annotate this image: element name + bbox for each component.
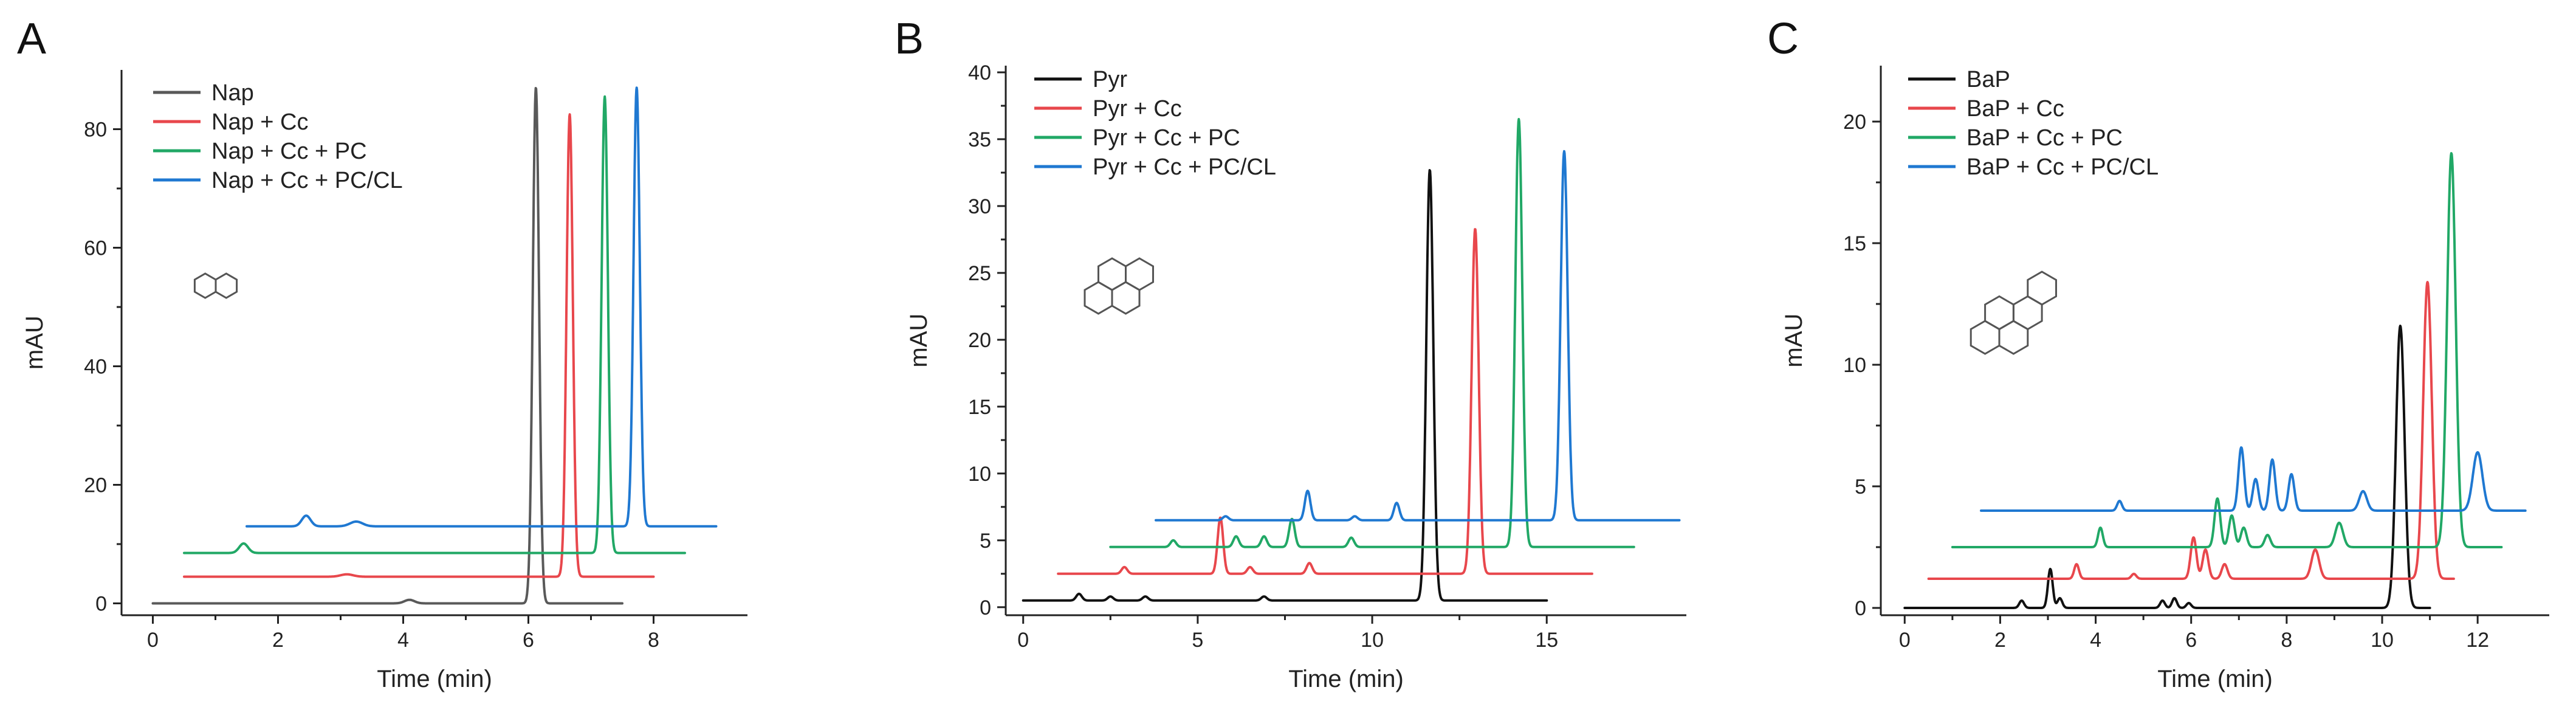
structure-benzoapyrene-icon: [1970, 271, 2057, 355]
y-tick-label: 40: [84, 356, 107, 379]
series-line-4: [1155, 150, 1681, 522]
structure-naphthalene-icon: [193, 272, 238, 299]
y-tick-label: 15: [968, 396, 991, 419]
y-tick-label: 20: [84, 474, 107, 497]
series-line-4: [1980, 446, 2527, 512]
series-line-1: [1903, 325, 2431, 609]
legend-label: BaP + Cc + PC: [1966, 125, 2123, 151]
series-line-2: [183, 113, 655, 578]
x-tick-label: 4: [397, 629, 409, 652]
x-tick-label: 2: [272, 629, 284, 652]
x-tick-label: 6: [2185, 629, 2197, 652]
legend-label: BaP + Cc: [1966, 96, 2064, 122]
x-axis-label: Time (min): [1288, 666, 1404, 692]
y-tick-label: 60: [84, 237, 107, 260]
series-line-2: [1057, 228, 1593, 575]
y-axis-label: mAU: [905, 314, 932, 368]
series-line-4: [246, 86, 718, 528]
y-tick-label: 20: [968, 329, 991, 352]
x-tick-label: 6: [523, 629, 534, 652]
legend-label: Pyr: [1093, 67, 1127, 92]
y-tick-label: 15: [1843, 232, 1866, 255]
x-tick-label: 8: [648, 629, 659, 652]
panel-letter: C: [1767, 15, 1799, 63]
legend-label: BaP + Cc + PC/CL: [1966, 154, 2159, 180]
x-tick-label: 15: [1535, 629, 1558, 652]
series-line-3: [183, 95, 686, 554]
y-tick-label: 0: [980, 596, 991, 619]
y-tick-label: 40: [968, 61, 991, 85]
y-tick-label: 20: [1843, 111, 1866, 134]
legend-label: Nap + Cc + PC/CL: [211, 168, 403, 193]
y-tick-label: 0: [1855, 597, 1866, 620]
structure-pyrene-icon: [1084, 257, 1154, 315]
panel-B: B 0 5 10 15 0 5 10 15 20 25 30 35 40 Time (min) mAU Pyr P…: [895, 15, 1686, 692]
y-tick-label: 80: [84, 119, 107, 142]
ring: [2027, 271, 2057, 306]
legend-label: Pyr + Cc + PC/CL: [1093, 154, 1276, 180]
ring: [1125, 257, 1154, 291]
legend-label: Pyr + Cc + PC: [1093, 125, 1240, 151]
ring: [215, 272, 238, 299]
panel-letter: B: [895, 15, 924, 63]
y-tick-label: 0: [95, 593, 107, 616]
legend-label: Nap + Cc + PC: [211, 139, 367, 164]
y-axis-label: mAU: [21, 316, 48, 370]
panel-letter: A: [17, 15, 46, 63]
y-tick-label: 10: [968, 463, 991, 486]
x-tick-label: 2: [1994, 629, 2006, 652]
series-line-1: [1022, 169, 1548, 602]
x-tick-label: 12: [2466, 629, 2489, 652]
y-tick-label: 5: [1855, 475, 1866, 498]
y-tick-label: 25: [968, 262, 991, 285]
series-line-3: [1109, 118, 1635, 548]
legend-label: Nap: [211, 80, 254, 106]
x-tick-label: 4: [2090, 629, 2101, 652]
x-tick-label: 0: [1899, 629, 1911, 652]
legend-label: Pyr + Cc: [1093, 96, 1182, 122]
x-axis-label: Time (min): [2157, 666, 2273, 692]
series-line-2: [1927, 281, 2455, 580]
y-tick-label: 35: [968, 128, 991, 151]
x-tick-label: 10: [1361, 629, 1384, 652]
x-tick-label: 5: [1192, 629, 1203, 652]
x-axis-label: Time (min): [377, 666, 492, 692]
x-tick-label: 8: [2281, 629, 2292, 652]
legend-label: BaP: [1966, 67, 2010, 92]
panel-C: C 0 2 4 6 8 10 12 0 5 10 15 20 Time (min) mAU BaP BaP + …: [1767, 15, 2549, 692]
series-line-1: [151, 87, 623, 605]
x-tick-label: 0: [1017, 629, 1029, 652]
x-tick-label: 10: [2371, 629, 2394, 652]
x-tick-label: 0: [147, 629, 159, 652]
series-line-3: [1951, 152, 2503, 548]
y-tick-label: 5: [980, 530, 991, 553]
y-tick-label: 30: [968, 195, 991, 218]
legend-label: Nap + Cc: [211, 109, 308, 135]
y-tick-label: 10: [1843, 354, 1866, 377]
y-axis-label: mAU: [1781, 314, 1807, 368]
